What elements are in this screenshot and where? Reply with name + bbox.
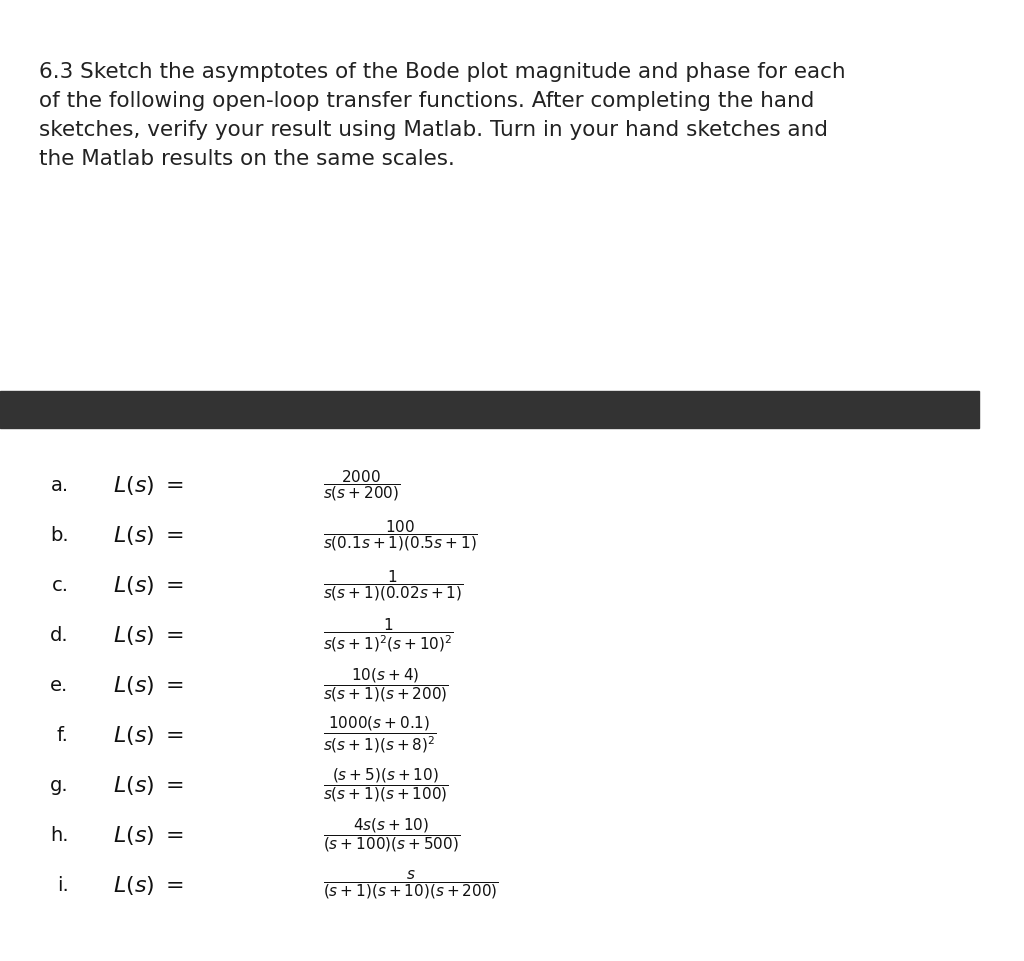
- Text: c.: c.: [51, 576, 69, 595]
- Text: $\dfrac{1000(s+0.1)}{s(s+1)(s+8)^{2}}$: $\dfrac{1000(s+0.1)}{s(s+1)(s+8)^{2}}$: [324, 715, 437, 755]
- Text: $L(s)\ =$: $L(s)\ =$: [113, 874, 183, 897]
- Text: $\dfrac{1}{s(s+1)^{2}(s+10)^{2}}$: $\dfrac{1}{s(s+1)^{2}(s+10)^{2}}$: [324, 617, 454, 653]
- Text: b.: b.: [50, 526, 69, 545]
- Text: $\dfrac{2000}{s(s+200)}$: $\dfrac{2000}{s(s+200)}$: [324, 468, 400, 503]
- Text: $L(s)\ =$: $L(s)\ =$: [113, 674, 183, 697]
- Text: $L(s)\ =$: $L(s)\ =$: [113, 474, 183, 497]
- Text: $L(s)\ =$: $L(s)\ =$: [113, 774, 183, 797]
- Text: $\dfrac{100}{s(0.1s+1)(0.5s+1)}$: $\dfrac{100}{s(0.1s+1)(0.5s+1)}$: [324, 518, 478, 553]
- Text: f.: f.: [56, 726, 69, 745]
- Text: i.: i.: [56, 875, 69, 895]
- Text: e.: e.: [50, 676, 69, 695]
- Text: $L(s)\ =$: $L(s)\ =$: [113, 724, 183, 747]
- Text: a.: a.: [50, 476, 69, 495]
- Text: $\dfrac{1}{s(s+1)(0.02s+1)}$: $\dfrac{1}{s(s+1)(0.02s+1)}$: [324, 568, 464, 603]
- Text: $L(s)\ =$: $L(s)\ =$: [113, 574, 183, 597]
- Text: $\dfrac{10(s+4)}{s(s+1)(s+200)}$: $\dfrac{10(s+4)}{s(s+1)(s+200)}$: [324, 666, 450, 704]
- Text: h.: h.: [50, 825, 69, 845]
- Text: $\dfrac{s}{(s+1)(s+10)(s+200)}$: $\dfrac{s}{(s+1)(s+10)(s+200)}$: [324, 869, 499, 901]
- Text: $L(s)\ =$: $L(s)\ =$: [113, 824, 183, 847]
- Text: $L(s)\ =$: $L(s)\ =$: [113, 624, 183, 647]
- Text: $\dfrac{(s+5)(s+10)}{s(s+1)(s+100)}$: $\dfrac{(s+5)(s+10)}{s(s+1)(s+100)}$: [324, 766, 450, 804]
- Text: $\dfrac{4s(s+10)}{(s+100)(s+500)}$: $\dfrac{4s(s+10)}{(s+100)(s+500)}$: [324, 816, 461, 854]
- Bar: [0, 391, 979, 428]
- Text: d.: d.: [50, 626, 69, 645]
- Text: 6.3 Sketch the asymptotes of the Bode plot magnitude and phase for each
of the f: 6.3 Sketch the asymptotes of the Bode pl…: [39, 62, 846, 169]
- Text: $L(s)\ =$: $L(s)\ =$: [113, 524, 183, 547]
- Text: g.: g.: [50, 776, 69, 795]
